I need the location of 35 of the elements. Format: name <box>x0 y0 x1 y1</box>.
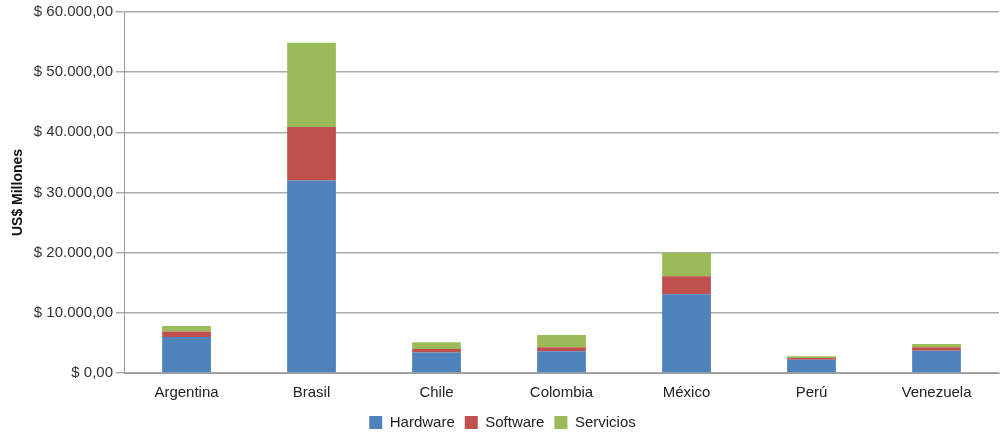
x-tick-label: Perú <box>795 383 828 401</box>
y-tick-label: $ 10.000,00 <box>33 302 114 320</box>
bar <box>412 342 461 349</box>
bar <box>662 294 711 373</box>
legend-label: Servicios <box>574 412 636 430</box>
y-tick-label: $ 50.000,00 <box>33 62 114 80</box>
bar <box>287 180 336 373</box>
y-tick-label: $ 30.000,00 <box>33 182 114 200</box>
x-tick-label: Venezuela <box>901 383 973 401</box>
bar <box>537 335 586 348</box>
bar <box>537 351 586 373</box>
bar <box>412 352 461 373</box>
bar <box>662 252 711 277</box>
x-tick-label: Brasil <box>292 383 331 401</box>
x-tick-label: Chile <box>419 383 454 401</box>
bar <box>912 350 961 373</box>
bar <box>412 348 461 353</box>
bar <box>537 347 586 352</box>
legend-label: Software <box>485 412 545 430</box>
bar <box>662 276 711 295</box>
x-tick-label: México <box>662 383 711 401</box>
x-tick-label: Argentina <box>154 383 220 401</box>
y-tick-label: $ 40.000,00 <box>33 122 114 140</box>
y-tick-label: $ 0,00 <box>71 363 114 381</box>
y-tick-label: $ 20.000,00 <box>33 242 114 260</box>
y-axis-title: US$ Millones <box>9 148 26 237</box>
bar <box>162 326 211 332</box>
legend-label: Hardware <box>389 412 455 430</box>
bar <box>287 126 336 181</box>
bar <box>287 42 336 127</box>
bar <box>162 331 211 337</box>
bar <box>162 336 211 373</box>
y-tick-label: $ 60.000,00 <box>33 2 114 20</box>
x-tick-label: Colombia <box>529 383 594 401</box>
bar <box>787 359 836 373</box>
